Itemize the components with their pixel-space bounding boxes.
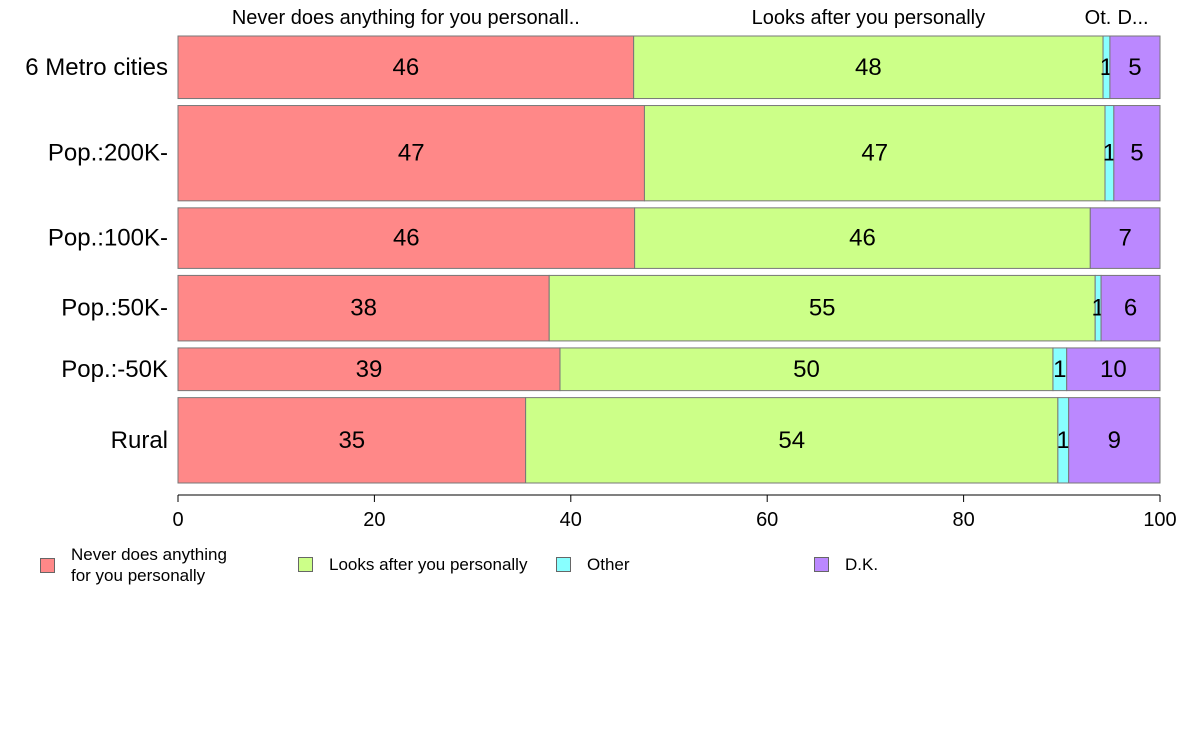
bar-segment	[177, 207, 636, 269]
data-label: 46	[393, 225, 420, 252]
legend-item-other: Other	[556, 554, 630, 575]
data-label: 46	[392, 54, 419, 81]
bar-segment	[1100, 274, 1161, 342]
series-top-label: Looks after you personally	[752, 7, 985, 29]
bar-segment	[1113, 105, 1161, 202]
bar-segment	[548, 274, 1096, 342]
bar-segment	[1109, 35, 1161, 100]
data-label: 47	[398, 140, 425, 167]
chart-legend: Never does anything for you personally L…	[0, 540, 1188, 600]
data-label: 6	[1124, 295, 1137, 322]
x-tick-label: 40	[560, 509, 582, 531]
bar-segment	[1068, 397, 1161, 484]
legend-item-dk: D.K.	[814, 554, 878, 575]
legend-label-dk: D.K.	[845, 555, 879, 574]
data-label: 38	[350, 295, 377, 322]
legend-swatch-looks-after	[298, 557, 313, 572]
bar-segment	[177, 35, 635, 100]
data-label: 55	[809, 295, 836, 322]
legend-item-looks-after: Looks after you personally	[298, 554, 527, 575]
bar-segment	[177, 347, 561, 392]
bar-segment	[559, 347, 1054, 392]
data-label: 10	[1100, 356, 1127, 383]
bar-segment	[633, 35, 1104, 100]
data-label: 48	[855, 54, 882, 81]
bar-segment	[525, 397, 1059, 484]
data-label: 1	[1103, 140, 1116, 167]
series-top-label: Ot.	[1085, 7, 1112, 29]
data-label: 47	[861, 140, 888, 167]
data-label: 1	[1057, 427, 1070, 454]
legend-label-other: Other	[587, 555, 630, 574]
legend-item-never: Never does anything for you personally	[40, 544, 227, 586]
data-label: 7	[1118, 225, 1131, 252]
x-tick-label: 60	[756, 509, 778, 531]
bar-segment	[634, 207, 1091, 269]
data-label: 1	[1053, 356, 1066, 383]
x-tick-label: 0	[172, 509, 183, 531]
data-label: 5	[1128, 54, 1141, 81]
bar-segment	[643, 105, 1106, 202]
x-tick-label: 80	[952, 509, 974, 531]
bar-segment	[177, 397, 527, 484]
x-tick-label: 100	[1143, 509, 1176, 531]
data-label: 39	[356, 356, 383, 383]
category-label: Rural	[111, 427, 168, 454]
legend-swatch-never	[40, 557, 55, 573]
data-label: 50	[793, 356, 820, 383]
bar-segment	[1089, 207, 1161, 269]
legend-label-looks-after: Looks after you personally	[329, 555, 528, 574]
category-label: Pop.:50K-	[61, 295, 168, 322]
data-label: 46	[849, 225, 876, 252]
bar-segment	[177, 105, 645, 202]
category-label: Pop.:200K-	[48, 140, 168, 167]
bar-segment	[1066, 347, 1161, 392]
data-label: 54	[778, 427, 805, 454]
legend-label-never: Never does anything for you personally	[71, 545, 227, 585]
category-label: 6 Metro cities	[25, 54, 168, 81]
category-label: Pop.:100K-	[48, 225, 168, 252]
bar-segment	[177, 274, 550, 342]
category-label: Pop.:-50K	[61, 356, 168, 383]
legend-swatch-other	[556, 557, 571, 572]
x-tick-label: 20	[363, 509, 385, 531]
legend-swatch-dk	[814, 557, 829, 572]
data-label: 35	[338, 427, 365, 454]
series-top-label: Never does anything for you personall..	[232, 7, 580, 29]
data-label: 9	[1108, 427, 1121, 454]
data-label: 5	[1130, 140, 1143, 167]
series-top-label: D...	[1117, 7, 1148, 29]
